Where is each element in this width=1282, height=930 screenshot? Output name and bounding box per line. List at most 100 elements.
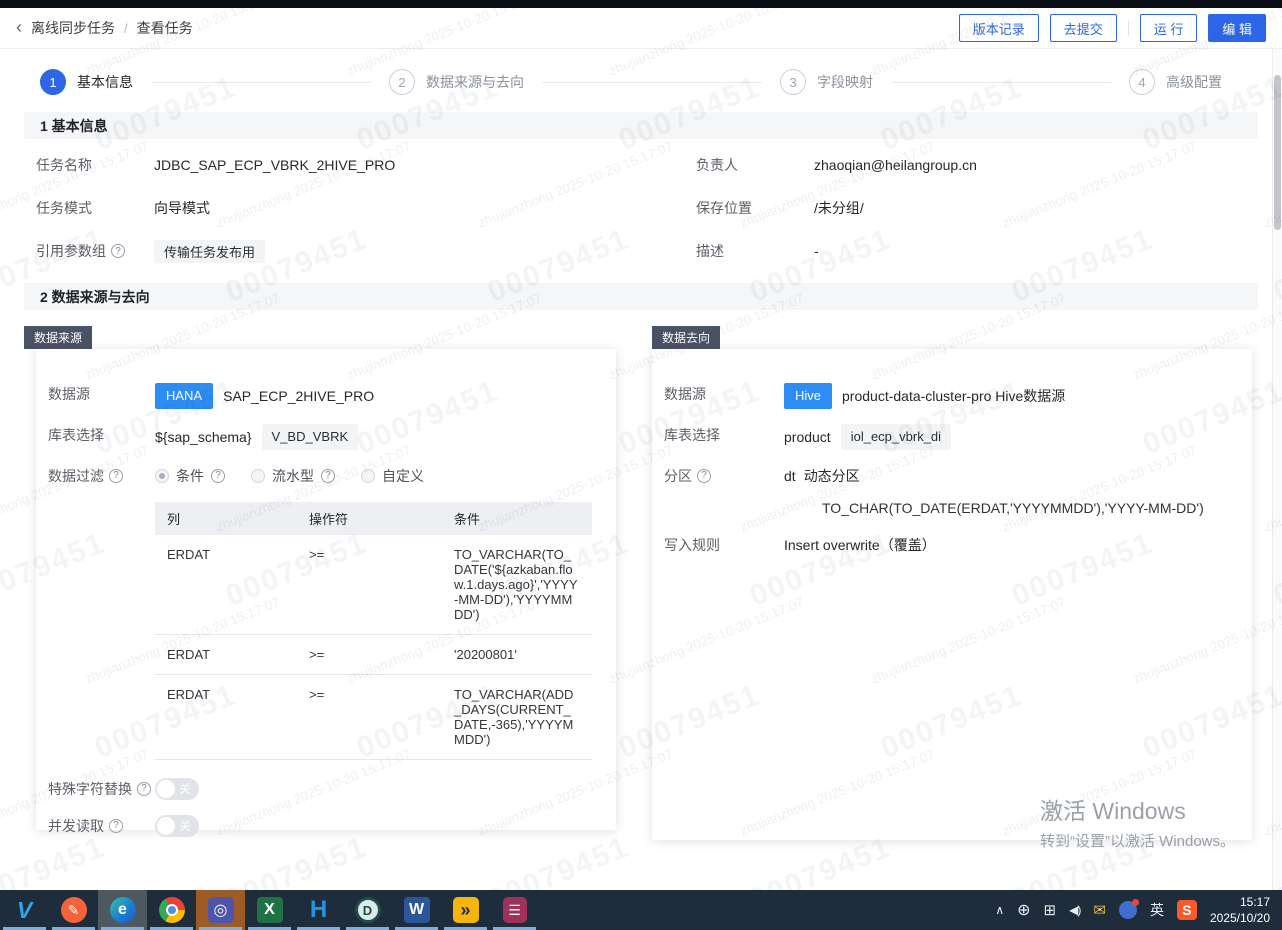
step-advanced-config[interactable]: 4 高级配置 (1129, 69, 1222, 95)
dbeaver-icon[interactable]: D (343, 890, 392, 930)
help-icon[interactable]: ? (697, 469, 711, 483)
cell-condition: TO_VARCHAR(TO_DATE('${azkaban.flow.1.day… (442, 535, 592, 635)
field-label: 写入规则 (664, 537, 720, 553)
table-name-tag: V_BD_VBRK (261, 424, 359, 450)
help-icon[interactable]: ? (109, 469, 123, 483)
step-basic-info[interactable]: 1 基本信息 (40, 69, 133, 95)
vscode-icon[interactable]: V (0, 890, 49, 930)
source-panel: 数据源 HANA SAP_ECP_2HIVE_PRO 库表选择 ${sap_sc… (36, 349, 616, 837)
source-table-row: 库表选择 ${sap_schema} V_BD_VBRK (48, 424, 604, 450)
field-owner: 负责人 zhaoqian@heilangroup.cn (696, 153, 1248, 177)
dest-table-row: 库表选择 product iol_ecp_vbrk_di (664, 424, 1240, 450)
speaker-icon[interactable]: ◀) (1069, 903, 1081, 917)
col-header-condition: 条件 (442, 502, 592, 535)
cell-condition: '20200801' (442, 634, 592, 675)
field-label: 分区 ? (664, 465, 784, 487)
chrome-icon[interactable] (147, 890, 196, 930)
schema-name: ${sap_schema} (155, 429, 252, 445)
field-param-group: 引用参数组 ? 传输任务发布用 (36, 239, 696, 263)
dest-panel-tab: 数据去向 (652, 326, 721, 349)
button-divider (1127, 20, 1129, 36)
filter-label: 数据过滤 (48, 468, 104, 484)
word-icon[interactable]: W (392, 890, 441, 930)
header-actions: 版本记录 去提交 运 行 编 辑 (958, 14, 1266, 42)
table-name-tag: iol_ecp_vbrk_di (840, 424, 952, 450)
mail-client-icon[interactable]: ✉ (1093, 902, 1106, 919)
help-icon[interactable]: ? (109, 819, 123, 833)
dest-datasource-row: 数据源 Hive product-data-cluster-pro Hive数据… (664, 383, 1240, 409)
submit-button[interactable]: 去提交 (1049, 14, 1117, 42)
file-transfer-app-icon[interactable]: » (441, 890, 490, 930)
sync-client-icon[interactable]: ◎ (196, 890, 245, 930)
notification-app-icon[interactable] (1118, 899, 1139, 919)
toggle-off-label: 关 (178, 819, 191, 833)
cell-column: ERDAT (155, 535, 297, 635)
ime-language-indicator[interactable]: 英 (1149, 902, 1164, 918)
scrollbar-thumb[interactable] (1274, 75, 1281, 230)
radio-stream[interactable]: 流水型 ? (251, 465, 335, 487)
edit-button[interactable]: 编 辑 (1208, 14, 1266, 42)
network-globe-icon[interactable]: ⊕ (1017, 902, 1031, 919)
radio-label: 自定义 (382, 468, 424, 484)
version-history-button[interactable]: 版本记录 (958, 14, 1039, 42)
help-icon[interactable]: ? (111, 244, 125, 258)
partition-mode: 动态分区 (803, 468, 860, 484)
breadcrumb-parent[interactable]: 离线同步任务 (31, 20, 115, 36)
database-tool-icon[interactable]: ☰ (490, 890, 539, 930)
partition-expression: TO_CHAR(TO_DATE(ERDAT,'YYYYMMDD'),'YYYY-… (822, 500, 1204, 516)
field-task-mode: 任务模式 向导模式 (36, 196, 696, 220)
excel-icon[interactable]: X (245, 890, 294, 930)
col-header-column: 列 (155, 502, 297, 535)
radio-checked-icon (155, 469, 169, 483)
tray-chevron-up-icon[interactable]: ∧ (995, 903, 1005, 917)
step-label: 基本信息 (77, 74, 133, 90)
step-field-mapping[interactable]: 3 字段映射 (780, 69, 873, 95)
field-label: 库表选择 (664, 427, 720, 443)
step-label: 高级配置 (1166, 74, 1222, 90)
step-source-dest[interactable]: 2 数据来源与去向 (389, 69, 524, 95)
special-char-toggle[interactable]: 关 (155, 778, 199, 800)
step-circle: 2 (389, 69, 415, 95)
blue-suite-app-icon[interactable]: H (294, 890, 343, 930)
step-label: 数据来源与去向 (426, 74, 524, 90)
edge-icon[interactable]: e (98, 890, 147, 930)
field-label: 数据源 (664, 386, 706, 402)
source-filter-row: 数据过滤 ? 条件 ? 流水型 ? 自定义 (48, 465, 604, 487)
task-mode-value: 向导模式 (154, 200, 210, 216)
task-name-value: JDBC_SAP_ECP_VBRK_2HIVE_PRO (154, 157, 396, 173)
taskbar-clock[interactable]: 15:17 2025/10/20 (1210, 894, 1270, 926)
scrollbar-track[interactable] (1272, 49, 1282, 890)
field-label: 并发读取 ? (48, 815, 155, 837)
field-label: 库表选择 (48, 427, 104, 443)
sogou-input-icon[interactable]: S (1176, 900, 1197, 920)
datasource-type-tag: HANA (155, 383, 214, 409)
clock-time: 15:17 (1239, 894, 1270, 909)
back-icon[interactable]: ‹ (16, 17, 22, 37)
owner-value: zhaoqian@heilangroup.cn (814, 157, 977, 173)
run-button[interactable]: 运 行 (1139, 14, 1198, 42)
radio-condition[interactable]: 条件 ? (155, 465, 225, 487)
step-circle: 4 (1129, 69, 1155, 95)
description-value: - (814, 243, 819, 259)
datasource-name: SAP_ECP_2HIVE_PRO (223, 388, 375, 404)
taskbar-apps: V ✎ e ◎ X H D W » ☰ (0, 890, 539, 930)
source-panel-tab: 数据来源 (24, 326, 93, 349)
radio-custom[interactable]: 自定义 (361, 465, 424, 487)
section-basic-info-title: 1 基本信息 (24, 112, 1258, 139)
field-description: 描述 - (696, 239, 1248, 263)
help-icon[interactable]: ? (211, 469, 225, 483)
help-icon[interactable]: ? (137, 782, 151, 796)
concurrent-read-toggle[interactable]: 关 (155, 815, 199, 837)
field-label: 任务名称 (36, 157, 92, 173)
basic-info-grid: 任务名称 JDBC_SAP_ECP_VBRK_2HIVE_PRO 负责人 zha… (36, 153, 1248, 263)
radio-label: 条件 (176, 468, 204, 484)
table-header-row: 列 操作符 条件 (155, 502, 592, 535)
filter-radio-group: 条件 ? 流水型 ? 自定义 (155, 465, 442, 487)
radio-icon (361, 469, 375, 483)
utility-app-icon[interactable]: ✎ (49, 890, 98, 930)
cell-operator: >= (297, 535, 442, 635)
help-icon[interactable]: ? (321, 469, 335, 483)
wizard-stepper: 1 基本信息 2 数据来源与去向 3 字段映射 4 高级配置 (40, 62, 1222, 102)
windows-grid-icon[interactable]: ⊞ (1043, 902, 1057, 919)
